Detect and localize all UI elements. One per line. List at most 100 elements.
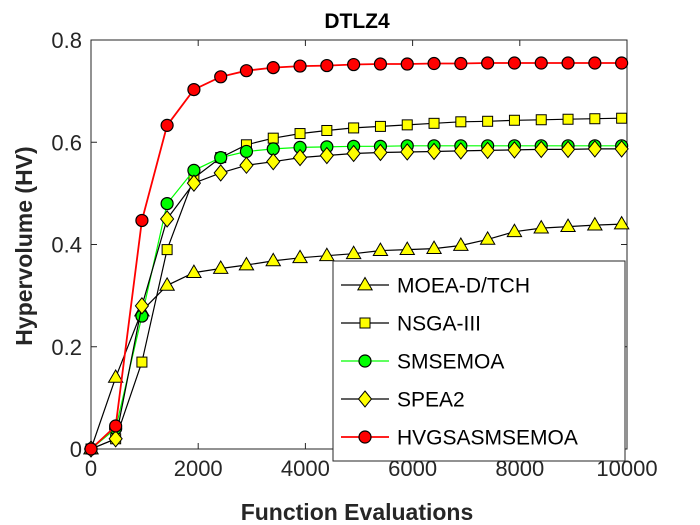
data-point	[345, 245, 362, 260]
data-point	[346, 144, 361, 163]
legend-entry: SMSEMOA	[341, 351, 504, 374]
data-point	[214, 150, 228, 165]
data-point	[109, 419, 123, 433]
data-point	[239, 156, 254, 175]
legend-entry: SPEA2	[341, 389, 465, 412]
data-point	[507, 56, 522, 70]
data-point	[613, 215, 630, 230]
data-point	[84, 442, 98, 456]
data-point	[426, 142, 442, 161]
y-tick-label: 0.4	[51, 233, 82, 258]
data-point	[320, 58, 334, 73]
data-point	[426, 240, 443, 254]
data-point	[589, 113, 601, 125]
series-hvgsasmsemoa	[84, 56, 629, 456]
legend-entry: MOEA-D/TCH	[341, 275, 530, 298]
data-point	[238, 256, 255, 271]
data-point	[319, 146, 334, 165]
legend-label: HVGSASMSEMOA	[397, 427, 578, 450]
data-point	[481, 56, 495, 70]
data-point	[560, 218, 577, 232]
data-point	[586, 216, 603, 231]
data-point	[292, 148, 308, 167]
data-point	[266, 152, 281, 171]
data-point	[160, 118, 174, 132]
data-point	[427, 56, 441, 71]
data-point	[454, 56, 468, 71]
legend-marker	[358, 354, 372, 368]
data-point	[213, 164, 228, 182]
legend-label: SMSEMOA	[397, 351, 504, 374]
data-point	[455, 116, 467, 128]
data-point	[535, 114, 547, 126]
legend: MOEA-D/TCH NSGA-III SMSEMOA SPEA2 HVGSASMSEM…	[332, 260, 626, 462]
data-point	[616, 112, 628, 124]
legend-marker	[357, 390, 373, 408]
data-point	[107, 368, 124, 383]
y-tick-label: 0.8	[51, 28, 82, 53]
data-point	[453, 142, 468, 160]
data-point	[374, 120, 386, 132]
data-point	[561, 56, 575, 70]
x-tick-label: 0	[85, 456, 97, 481]
data-point	[266, 61, 280, 75]
data-point	[480, 141, 495, 160]
data-point	[452, 237, 469, 251]
legend-marker	[356, 276, 374, 291]
data-point	[186, 174, 202, 192]
data-point	[212, 260, 229, 274]
data-point	[615, 56, 629, 70]
legend-label: SPEA2	[397, 389, 465, 412]
data-point	[160, 197, 174, 211]
data-point	[399, 241, 416, 255]
x-tick-label: 4000	[281, 456, 330, 481]
x-tick-label: 2000	[174, 456, 223, 481]
data-point	[614, 140, 629, 158]
data-point	[588, 56, 602, 70]
y-tick-label: 0.6	[51, 130, 82, 155]
data-point	[239, 64, 254, 78]
data-point	[482, 115, 494, 127]
data-point	[373, 57, 388, 71]
data-point	[533, 219, 550, 234]
series-spea2	[83, 140, 629, 458]
y-tick-label: 0	[70, 437, 82, 462]
data-point	[401, 119, 413, 131]
data-point	[507, 141, 522, 159]
legend-entry: NSGA-III	[341, 313, 481, 336]
data-point	[400, 57, 414, 71]
data-point	[428, 117, 440, 129]
data-point	[562, 113, 574, 125]
data-point	[372, 242, 389, 257]
data-point	[108, 429, 123, 448]
data-point	[134, 297, 150, 315]
data-point	[292, 249, 309, 264]
data-point	[534, 56, 548, 70]
data-point	[265, 252, 282, 267]
chart-title: DTLZ4	[324, 10, 390, 33]
data-point	[161, 244, 173, 256]
data-point	[508, 114, 520, 126]
legend-marker	[359, 317, 371, 329]
data-point	[239, 144, 254, 159]
data-point	[135, 213, 149, 228]
data-point	[534, 140, 549, 159]
data-point	[400, 143, 415, 161]
legend-label: NSGA-III	[397, 313, 481, 336]
legend-marker	[358, 430, 372, 444]
y-axis-title: Hypervolume (HV)	[11, 146, 37, 345]
data-point	[159, 210, 175, 228]
data-point	[267, 132, 279, 144]
data-point	[185, 264, 202, 278]
legend-entry: HVGSASMSEMOA	[341, 427, 578, 450]
data-point	[187, 82, 201, 97]
data-point	[348, 122, 360, 134]
data-point	[294, 128, 306, 140]
data-point	[293, 59, 307, 73]
data-point	[321, 124, 333, 136]
data-point	[479, 230, 496, 245]
data-point	[214, 70, 228, 84]
data-point	[373, 143, 388, 162]
